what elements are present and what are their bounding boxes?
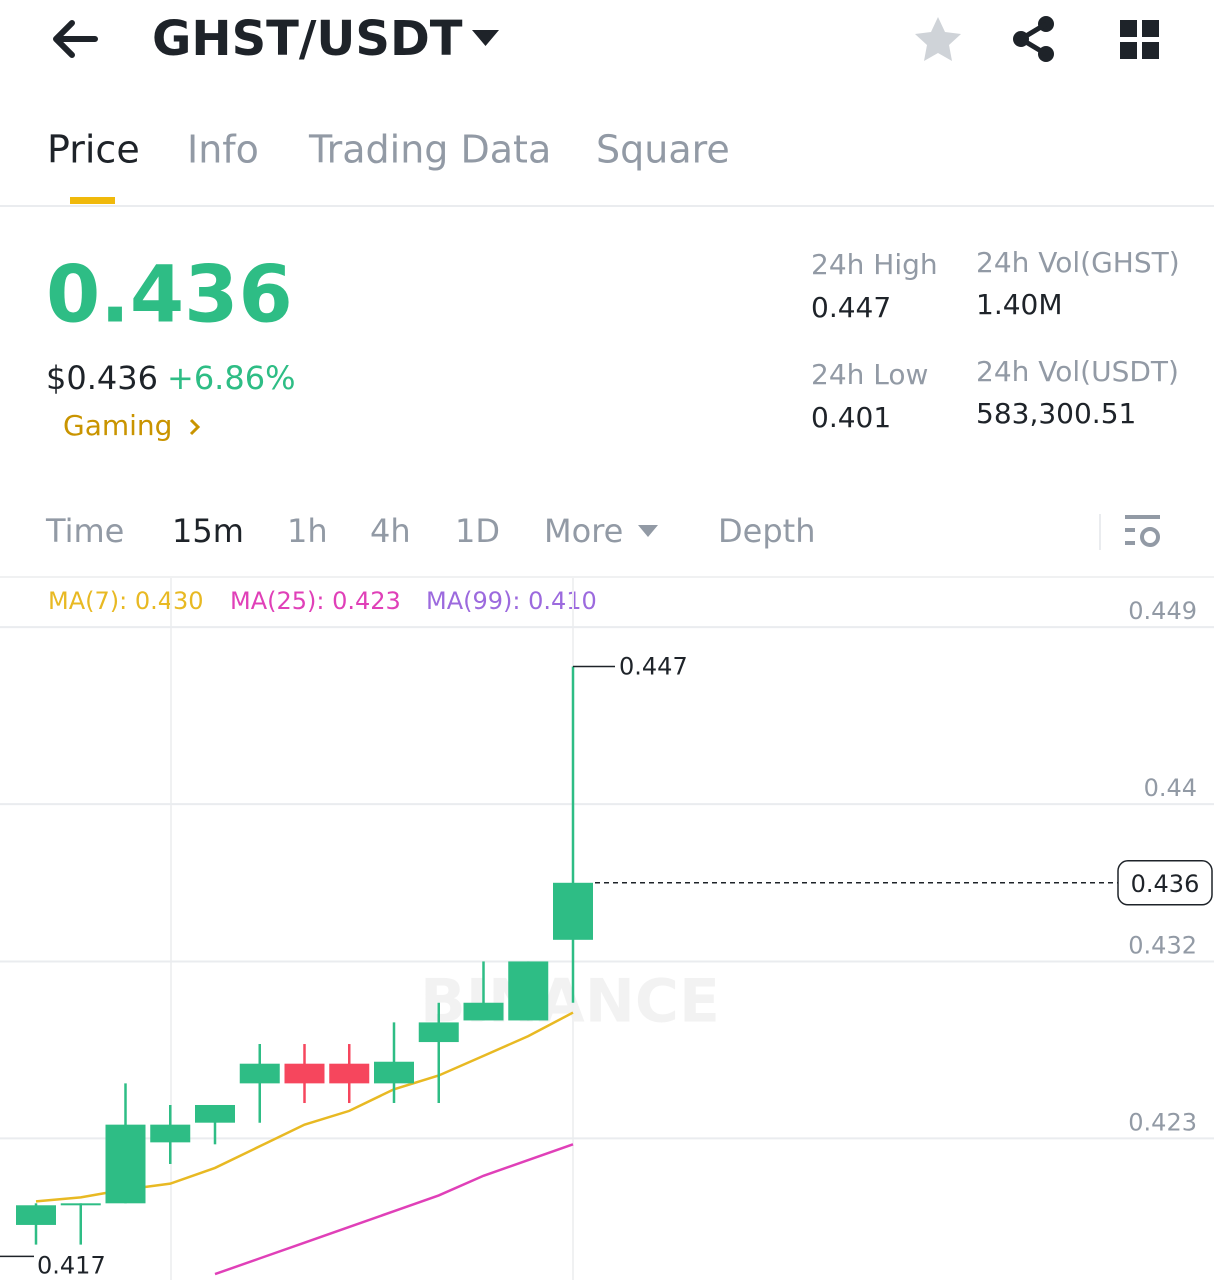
pair-title[interactable]: GHST/USDT [152,11,463,67]
tab[interactable]: Info [187,128,259,172]
more-caret[interactable] [638,525,658,537]
divider [0,205,1214,207]
stat-value: 0.401 [811,401,891,434]
y-tick-label: 0.423 [1128,1108,1197,1136]
chart-settings-icon[interactable] [1125,515,1160,547]
interval[interactable]: 1h [287,512,328,550]
candle-body [60,1203,101,1206]
candle-body [239,1063,280,1084]
tab[interactable]: Price [47,128,140,172]
low-label: 0.417 [37,1251,106,1279]
y-tick-label: 0.432 [1128,931,1197,959]
price-change: +6.86% [167,359,295,397]
back-button[interactable] [53,20,98,58]
separator [1099,514,1101,550]
interval[interactable]: Time [45,512,124,550]
y-tick-label: 0.44 [1144,774,1197,802]
candle-body [463,1002,504,1021]
candle-body [418,1022,459,1043]
candle-body [374,1061,414,1084]
candle-body [105,1124,146,1204]
ma-line [214,1143,574,1276]
favorite-icon[interactable] [915,17,961,61]
stat-label: 24h Vol(GHST) [976,246,1180,279]
layout-icon[interactable] [1120,20,1159,59]
candle-body [553,882,593,940]
tab-indicator [70,197,115,204]
ma-legend: MA(99): 0.410 [426,587,597,615]
candle-body [150,1124,191,1143]
watermark: BINANCE [420,967,720,1037]
candle-body [195,1104,235,1123]
tab[interactable]: Trading Data [308,128,551,172]
ma-legend: MA(7): 0.430 [48,587,204,615]
candle-body [284,1063,325,1084]
candle-body [508,961,549,1021]
ma-legend: MA(25): 0.423 [230,587,401,615]
last-price: 0.436 [46,250,293,340]
last-price-box [1117,860,1213,906]
high-label: 0.447 [619,652,688,680]
interval[interactable]: More [544,512,623,550]
usd-price: $0.436 [46,359,158,397]
candle-body [329,1063,370,1084]
y-tick-label: 0.449 [1128,597,1197,625]
last-price-label: 0.436 [1131,870,1200,898]
stat-value: 1.40M [976,288,1063,321]
stat-value: 583,300.51 [976,397,1136,430]
pair-caret[interactable] [472,30,499,46]
tab[interactable]: Square [596,128,730,172]
stat-label: 24h High [811,248,938,281]
interval[interactable]: 4h [370,512,411,550]
candle-body [16,1205,56,1225]
interval[interactable]: Depth [718,512,815,550]
divider [0,576,1214,578]
sector-tag[interactable]: Gaming [63,409,172,442]
share-icon[interactable] [1013,16,1054,62]
stat-label: 24h Low [811,358,928,391]
stat-value: 0.447 [811,291,891,324]
interval[interactable]: 15m [172,512,244,550]
sector-chevron[interactable] [189,418,201,436]
stat-label: 24h Vol(USDT) [976,355,1179,388]
interval[interactable]: 1D [455,512,500,550]
